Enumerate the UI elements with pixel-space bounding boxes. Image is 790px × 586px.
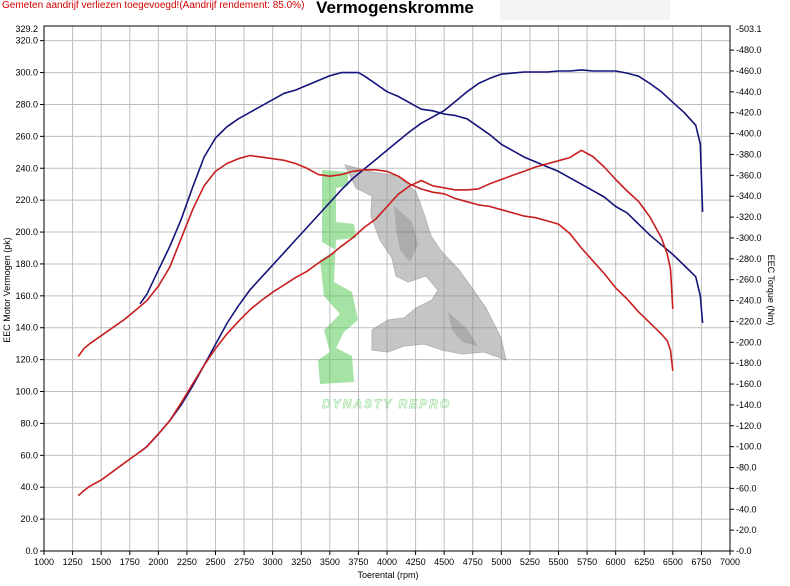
- x-tick-label: 6000: [606, 557, 626, 567]
- y2-tick-label: -480.0: [736, 45, 762, 55]
- x-tick-label: 1000: [34, 557, 54, 567]
- plot-border: [43, 25, 731, 552]
- y2-tick-label: -40.0: [736, 504, 757, 514]
- y-tick-label: 140.0: [15, 323, 38, 333]
- watermark-text: DYNASTY REPRO: [322, 397, 451, 411]
- x-tick-label: 5750: [577, 557, 597, 567]
- x-tick-label: 4000: [377, 557, 397, 567]
- y-tick-label: 100.0: [15, 387, 38, 397]
- y-tick-label: 240.0: [15, 163, 38, 173]
- x-tick-label: 3000: [263, 557, 283, 567]
- y-tick-label: 160.0: [15, 291, 38, 301]
- y2-tick-label: -160.0: [736, 379, 762, 389]
- y2-tick-label: -300.0: [736, 233, 762, 243]
- y2-top-label: -503.1: [736, 24, 762, 34]
- y2-tick-label: -320.0: [736, 212, 762, 222]
- x-tick-label: 3500: [320, 557, 340, 567]
- watermark-green-mark: [318, 170, 358, 384]
- header-panel: [500, 0, 670, 20]
- x-tick-label: 2500: [205, 557, 225, 567]
- x-axis-label: Toerental (rpm): [357, 570, 418, 580]
- y-tick-label: 60.0: [20, 450, 38, 460]
- x-tick-label: 7000: [720, 557, 740, 567]
- series-torque-tuned: [139, 69, 704, 453]
- y2-tick-label: -280.0: [736, 254, 762, 264]
- x-tick-label: 3750: [348, 557, 368, 567]
- y-tick-labels: 0.0 20.0 40.0 60.0 80.0 100.0 120.0 140.0 160.0 1…: [15, 24, 38, 556]
- series-lines: [77, 69, 704, 497]
- x-tick-label: 6500: [663, 557, 683, 567]
- y2-tick-label: -0.0: [736, 546, 752, 556]
- x-tick-label: 4500: [434, 557, 454, 567]
- y2-tick-labels: -0.0 -20.0 -40.0 -60.0 -80.0 -100.0 -120.0 -140…: [736, 24, 762, 556]
- watermark-claw: [448, 312, 478, 346]
- x-tick-labels: 1000 1250 1500 1750 2000 2250 2500 2750 3000 3250…: [34, 557, 740, 567]
- y2-tick-label: -440.0: [736, 87, 762, 97]
- y2-tick-label: -20.0: [736, 525, 757, 535]
- y2-tick-label: -220.0: [736, 316, 762, 326]
- y-tick-label: 80.0: [20, 418, 38, 428]
- y2-tick-label: -340.0: [736, 191, 762, 201]
- chart-title: Vermogenskromme: [316, 0, 474, 17]
- y2-tick-label: -400.0: [736, 129, 762, 139]
- y2-tick-label: -140.0: [736, 400, 762, 410]
- y-axis-label: EEC Motor Vermogen (pk): [2, 237, 12, 343]
- series-power-tuned: [139, 71, 704, 323]
- y-tick-label: 280.0: [15, 99, 38, 109]
- loss-warning: Gemeten aandrijf verliezen toegevoegd!(A…: [2, 0, 305, 11]
- y-tick-label: 180.0: [15, 259, 38, 269]
- y-tick-label: 320.0: [15, 36, 38, 46]
- x-tick-label: 4250: [406, 557, 426, 567]
- y-tick-label: 40.0: [20, 482, 38, 492]
- y-tick-label: 260.0: [15, 131, 38, 141]
- y2-tick-label: -200.0: [736, 337, 762, 347]
- y2-tick-label: -120.0: [736, 421, 762, 431]
- y-top-label: 329.2: [15, 24, 38, 34]
- x-tick-label: 5500: [548, 557, 568, 567]
- y2-tick-label: -80.0: [736, 463, 757, 473]
- y2-tick-label: -100.0: [736, 442, 762, 452]
- grid: [44, 26, 730, 551]
- y2-tick-label: -460.0: [736, 66, 762, 76]
- watermark-beast-shape: [344, 164, 507, 361]
- y-tick-label: 20.0: [20, 514, 38, 524]
- plot-frame: [40, 25, 734, 555]
- y2-tick-label: -380.0: [736, 149, 762, 159]
- x-tick-label: 2000: [148, 557, 168, 567]
- y-tick-label: 0.0: [25, 546, 38, 556]
- dynasty-repro-watermark: DYNASTY REPRO: [318, 164, 507, 411]
- x-tick-label: 5000: [491, 557, 511, 567]
- y2-tick-label: -260.0: [736, 275, 762, 285]
- watermark-beast-detail: [394, 206, 418, 262]
- y-tick-label: 300.0: [15, 68, 38, 78]
- x-tick-label: 3250: [291, 557, 311, 567]
- x-tick-label: 6250: [634, 557, 654, 567]
- x-tick-label: 1500: [91, 557, 111, 567]
- y2-tick-label: -180.0: [736, 358, 762, 368]
- x-tick-label: 2250: [177, 557, 197, 567]
- y-tick-label: 220.0: [15, 195, 38, 205]
- y2-tick-label: -60.0: [736, 483, 757, 493]
- x-tick-label: 2750: [234, 557, 254, 567]
- series-torque-stock: [77, 149, 674, 497]
- y-tick-label: 200.0: [15, 227, 38, 237]
- y2-tick-label: -360.0: [736, 170, 762, 180]
- y2-tick-label: -420.0: [736, 108, 762, 118]
- y2-axis-label: EEC Torque (Nm): [766, 255, 776, 326]
- x-tick-label: 4750: [463, 557, 483, 567]
- series-power-stock: [77, 154, 674, 371]
- y2-tick-label: -240.0: [736, 296, 762, 306]
- x-tick-label: 1750: [120, 557, 140, 567]
- y-tick-label: 120.0: [15, 355, 38, 365]
- x-tick-label: 1250: [63, 557, 83, 567]
- x-tick-label: 6750: [691, 557, 711, 567]
- x-tick-label: 5250: [520, 557, 540, 567]
